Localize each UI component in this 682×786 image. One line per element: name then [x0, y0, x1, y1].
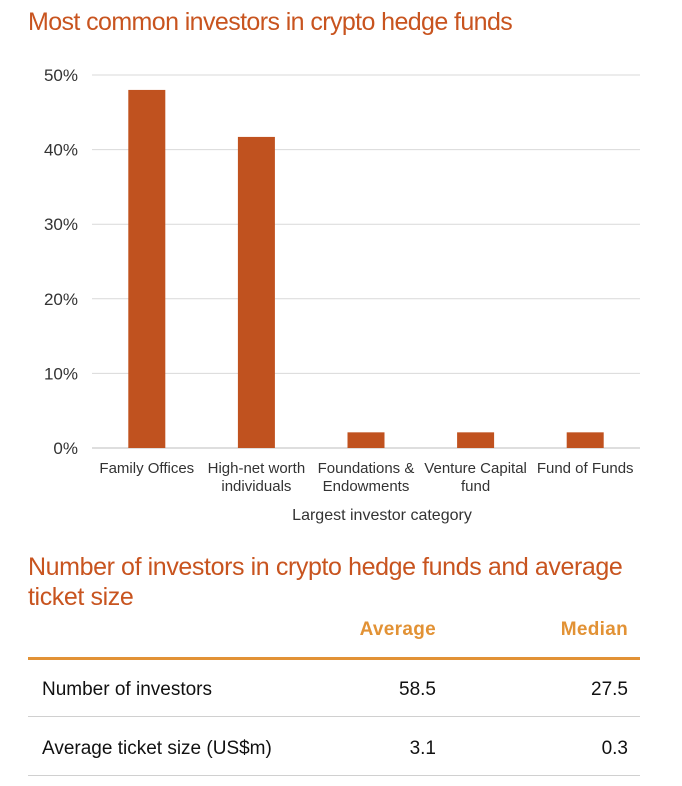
row-divider	[28, 775, 640, 776]
header-divider	[28, 657, 640, 660]
y-tick-label: 20%	[44, 290, 78, 309]
y-tick-label: 30%	[44, 215, 78, 234]
y-tick-label: 50%	[44, 66, 78, 85]
table-title: Number of investors in crypto hedge fund…	[28, 553, 623, 611]
bar	[237, 136, 275, 448]
bar	[128, 89, 166, 449]
column-header-average: Average	[359, 619, 436, 640]
row-label-investors: Number of investors	[42, 679, 213, 700]
bar-chart: 0% 10% 20% 30% 40% 50% Family Offices High-net …	[44, 66, 640, 524]
cell-ticket-average: 3.1	[409, 738, 436, 759]
x-tick-label: Family Offices	[99, 460, 194, 477]
y-tick-label: 0%	[53, 439, 78, 458]
chart-title: Most common investors in crypto hedge fu…	[28, 8, 513, 36]
y-tick-label: 10%	[44, 364, 78, 383]
cell-ticket-median: 0.3	[601, 738, 628, 759]
x-tick-label: Fund of Funds	[537, 460, 634, 477]
bar	[566, 432, 604, 448]
bar	[457, 432, 495, 448]
x-tick-label: Venture Capital fund	[424, 460, 527, 495]
x-tick-label: High-net worth individuals	[208, 460, 306, 495]
cell-investors-average: 58.5	[399, 679, 436, 700]
column-header-median: Median	[560, 619, 628, 640]
bar	[347, 432, 385, 448]
row-label-ticket-size: Average ticket size (US$m)	[42, 738, 272, 759]
x-axis-label: Largest investor category	[292, 507, 472, 524]
y-tick-label: 40%	[44, 141, 78, 160]
row-divider	[28, 716, 640, 717]
x-tick-label: Foundations & Endowments	[318, 460, 415, 495]
cell-investors-median: 27.5	[591, 679, 628, 700]
